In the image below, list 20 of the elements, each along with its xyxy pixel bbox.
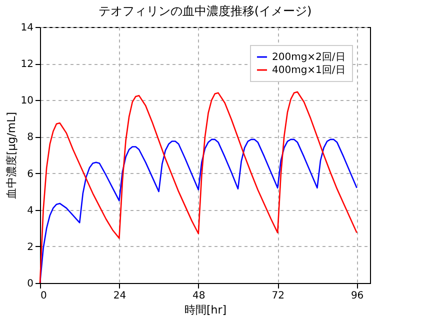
y-tick-label: 12 xyxy=(20,59,34,70)
legend-label: 200mg×2回/日 xyxy=(272,52,346,63)
y-tick-label: 0 xyxy=(27,278,34,290)
y-tick-label: 10 xyxy=(20,96,34,107)
x-tick-label: 24 xyxy=(113,290,126,302)
y-tick-label: 8 xyxy=(27,132,34,144)
y-tick-label: 6 xyxy=(27,168,34,180)
legend-label: 400mg×1回/日 xyxy=(272,65,346,76)
y-axis-title: 血中濃度[μg/mL] xyxy=(4,112,18,200)
chart-title: テオフィリンの血中濃度推移(イメージ) xyxy=(98,4,312,18)
y-tick-label: 2 xyxy=(27,242,34,253)
x-tick-label: 72 xyxy=(272,290,284,302)
x-axis-title: 時間[hr] xyxy=(184,304,227,316)
y-tick-label: 4 xyxy=(27,205,34,216)
x-tick-label: 96 xyxy=(350,290,364,302)
line-series xyxy=(39,91,358,284)
x-tick-label: 48 xyxy=(192,290,206,302)
line-series xyxy=(39,138,358,284)
y-tick-label: 14 xyxy=(20,22,34,34)
x-tick-label: 0 xyxy=(40,290,47,302)
